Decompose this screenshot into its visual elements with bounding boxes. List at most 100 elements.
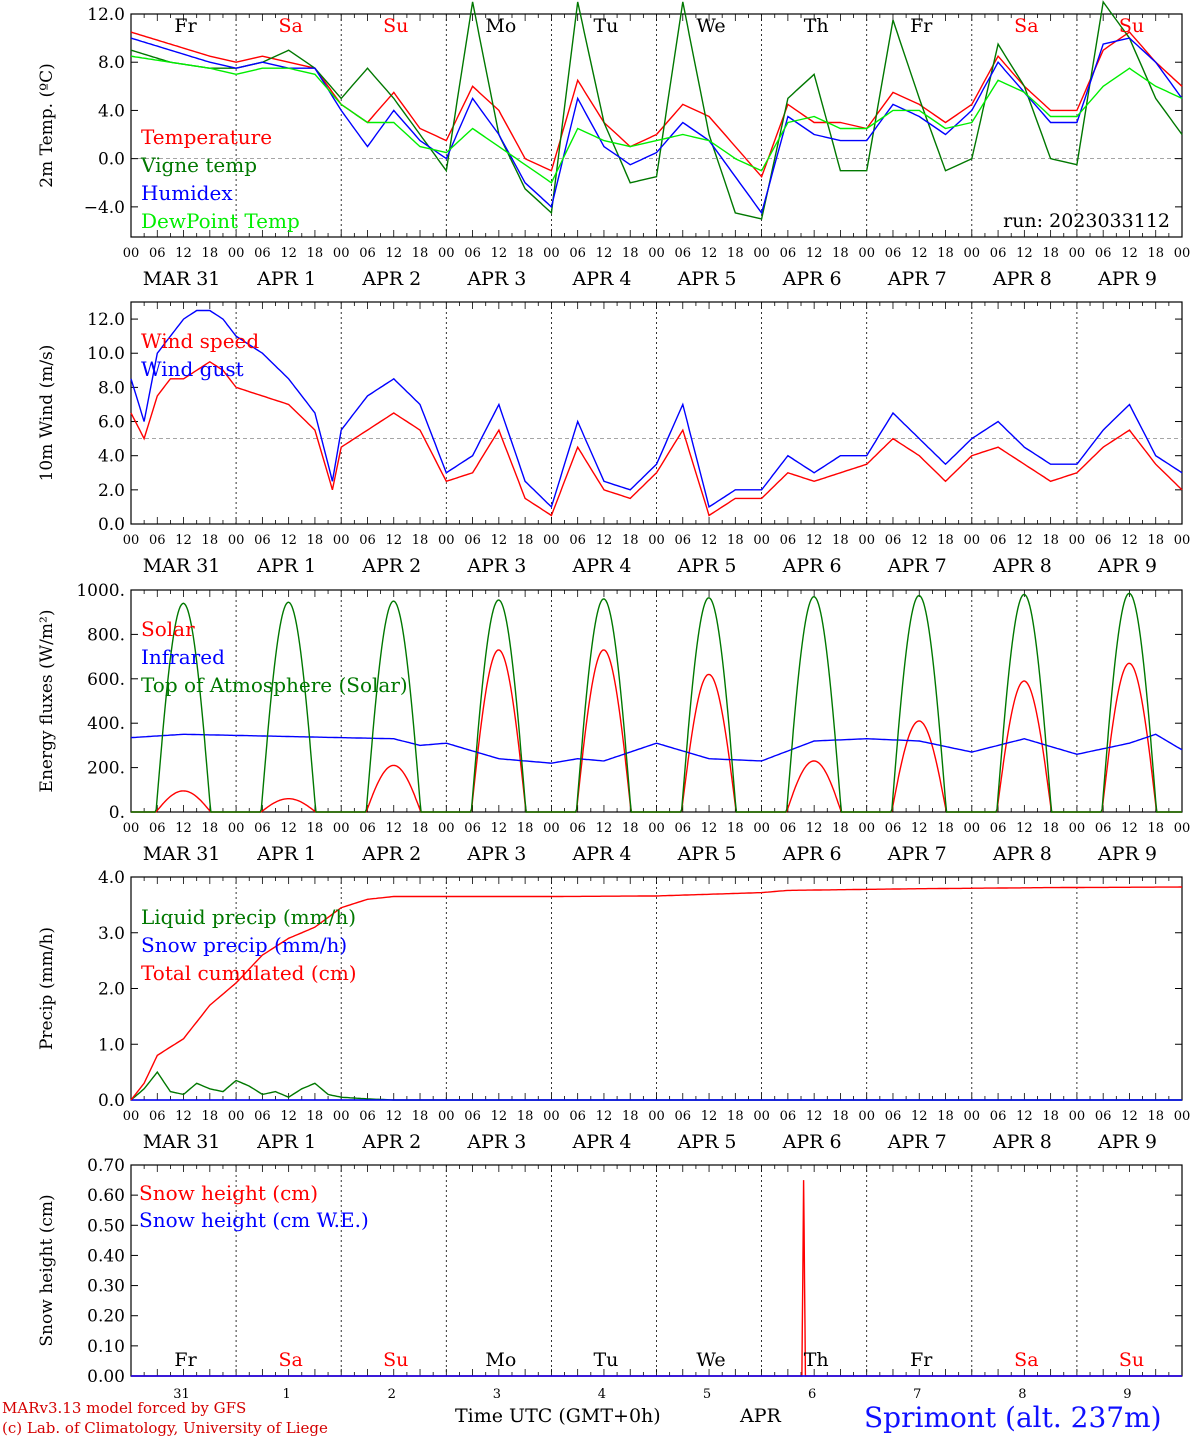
temp-ytick-label: 8.0	[98, 53, 125, 73]
precip-date-label: APR 9	[1097, 1131, 1157, 1153]
energy-date-label: APR 5	[677, 843, 737, 865]
temp-date-label: APR 7	[887, 268, 947, 290]
energy-hour-label: 06	[569, 821, 586, 836]
wind-hour-label: 18	[1147, 533, 1164, 548]
wind-ytick-label: 2.0	[98, 481, 125, 501]
wind-hour-label: 00	[1174, 533, 1191, 548]
precip-hour-label: 06	[359, 1109, 376, 1124]
temp-hour-label: 12	[806, 246, 823, 261]
wind-hour-label: 06	[359, 533, 376, 548]
temp-hour-label: 06	[149, 246, 166, 261]
precip-hour-label: 06	[149, 1109, 166, 1124]
wind-date-label: APR 8	[992, 555, 1052, 577]
energy-series-top-of-atmosphere-solar-	[131, 592, 1182, 813]
temp-day-name: Su	[1119, 15, 1144, 37]
energy-hour-label: 00	[333, 821, 350, 836]
wind-hour-label: 00	[333, 533, 350, 548]
wind-series-wind-speed	[130, 360, 1183, 517]
temp-hour-label: 00	[333, 246, 350, 261]
temp-hour-label: 12	[385, 246, 402, 261]
precip-date-label: APR 5	[677, 1131, 737, 1153]
snow-day-name: Th	[804, 1349, 829, 1371]
temp-hour-label: 18	[412, 246, 429, 261]
temp-hour-label: 06	[885, 246, 902, 261]
temp-hour-label: 00	[1069, 246, 1086, 261]
precip-date-label: APR 3	[466, 1131, 526, 1153]
wind-hour-label: 06	[149, 533, 166, 548]
temp-series-temperature	[130, 31, 1183, 179]
wind-hour-label: 18	[727, 533, 744, 548]
snow-ytick-label: 0.70	[87, 1156, 125, 1176]
temp-hour-label: 00	[123, 246, 140, 261]
precip-date-label: APR 2	[361, 1131, 421, 1153]
snow-ylabel: Snow height (cm)	[37, 1194, 57, 1346]
temp-date-label: APR 5	[677, 268, 737, 290]
energy-hour-label: 00	[964, 821, 981, 836]
precip-hour-label: 00	[964, 1109, 981, 1124]
temp-hour-label: 06	[569, 246, 586, 261]
energy-ytick-label: 200.	[87, 759, 125, 779]
energy-legend-entry: Solar	[141, 617, 195, 641]
snow-ytick-label: 0.20	[87, 1307, 125, 1327]
precip-date-label: APR 1	[256, 1131, 316, 1153]
precip-hour-label: 00	[123, 1109, 140, 1124]
wind-ytick-label: 10.0	[87, 344, 125, 364]
temp-hour-label: 18	[307, 246, 324, 261]
temp-hour-label: 18	[727, 246, 744, 261]
wind-hour-label: 06	[569, 533, 586, 548]
energy-series-infrared	[130, 733, 1183, 764]
precip-hour-label: 18	[517, 1109, 534, 1124]
temp-ytick-label: 4.0	[98, 101, 125, 121]
snow-day-number: 4	[598, 1387, 606, 1402]
precip-hour-label: 06	[569, 1109, 586, 1124]
wind-hour-label: 12	[1016, 533, 1033, 548]
energy-hour-label: 00	[753, 821, 770, 836]
energy-hour-label: 00	[438, 821, 455, 836]
precip-hour-label: 18	[307, 1109, 324, 1124]
temp-hour-label: 00	[228, 246, 245, 261]
energy-hour-label: 00	[543, 821, 560, 836]
wind-hour-label: 12	[385, 533, 402, 548]
energy-hour-label: 12	[596, 821, 613, 836]
precip-hour-label: 06	[885, 1109, 902, 1124]
temp-hour-label: 18	[202, 246, 219, 261]
wind-hour-label: 18	[517, 533, 534, 548]
precip-hour-label: 00	[1174, 1109, 1191, 1124]
wind-hour-label: 00	[753, 533, 770, 548]
wind-hour-label: 18	[937, 533, 954, 548]
energy-date-label: APR 4	[571, 843, 631, 865]
temp-date-label: APR 1	[256, 268, 316, 290]
temp-series-vigne-temp	[130, 0, 1183, 220]
temp-hour-label: 06	[990, 246, 1007, 261]
temp-hour-label: 00	[648, 246, 665, 261]
temp-date-label: APR 8	[992, 268, 1052, 290]
precip-hour-label: 00	[543, 1109, 560, 1124]
wind-hour-label: 12	[701, 533, 718, 548]
wind-hour-label: 06	[464, 533, 481, 548]
temp-date-label: MAR 31	[143, 268, 221, 290]
energy-date-label: APR 1	[256, 843, 316, 865]
temp-hour-label: 12	[1016, 246, 1033, 261]
temp-hour-label: 12	[491, 246, 508, 261]
wind-date-label: APR 6	[782, 555, 842, 577]
energy-hour-label: 18	[727, 821, 744, 836]
energy-ytick-label: 400.	[87, 714, 125, 734]
temp-day-name: We	[696, 15, 725, 37]
energy-ytick-label: 0.	[109, 803, 125, 823]
precip-hour-label: 06	[254, 1109, 271, 1124]
snow-day-name: Fr	[910, 1349, 933, 1371]
temp-hour-label: 18	[1042, 246, 1059, 261]
temp-legend-entry: Temperature	[141, 125, 272, 149]
x-axis-title: Time UTC (GMT+0h)	[455, 1405, 661, 1427]
temp-hour-label: 00	[753, 246, 770, 261]
wind-ytick-label: 6.0	[98, 413, 125, 433]
snow-day-number: 8	[1018, 1387, 1026, 1402]
snow-day-number: 7	[913, 1387, 921, 1402]
snow-day-name: Su	[1119, 1349, 1144, 1371]
energy-hour-label: 06	[780, 821, 797, 836]
precip-date-label: APR 4	[571, 1131, 631, 1153]
wind-hour-label: 00	[123, 533, 140, 548]
wind-date-label: APR 9	[1097, 555, 1157, 577]
energy-hour-label: 12	[806, 821, 823, 836]
precip-hour-label: 12	[175, 1109, 192, 1124]
